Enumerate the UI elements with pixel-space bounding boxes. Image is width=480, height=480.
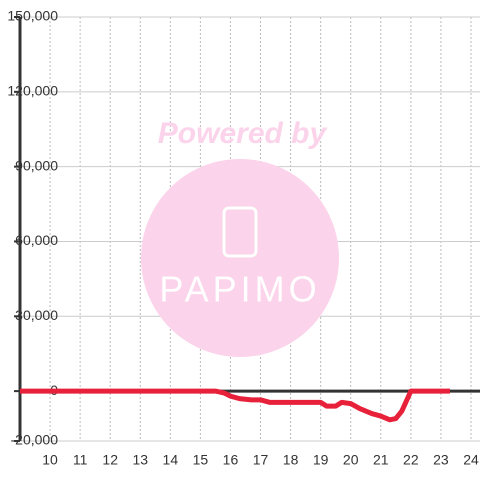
x-tick-label: 10 xyxy=(42,452,58,468)
x-tick-label: 14 xyxy=(163,452,179,468)
x-tick-label: 17 xyxy=(253,452,269,468)
y-tick-label: -20,000 xyxy=(11,432,59,448)
x-tick-label: 23 xyxy=(433,452,449,468)
x-tick-label: 15 xyxy=(193,452,209,468)
x-tick-label: 19 xyxy=(313,452,329,468)
watermark-logo: PAPIMO xyxy=(159,269,320,310)
x-tick-label: 18 xyxy=(283,452,299,468)
x-tick-label: 20 xyxy=(343,452,359,468)
y-tick-label: 30,000 xyxy=(15,307,58,323)
x-tick-label: 21 xyxy=(373,452,389,468)
x-tick-label: 22 xyxy=(403,452,419,468)
watermark-text: Powered by xyxy=(158,117,328,150)
y-tick-label: 120,000 xyxy=(7,83,58,99)
y-tick-label: 90,000 xyxy=(15,157,58,173)
x-tick-label: 11 xyxy=(73,452,88,468)
watermark: Powered by PAPIMO xyxy=(141,117,339,357)
x-tick-label: 24 xyxy=(463,452,479,468)
y-tick-label: 60,000 xyxy=(15,232,58,248)
x-tick-label: 16 xyxy=(223,452,239,468)
watermark-circle xyxy=(141,159,339,357)
y-tick-label: 150,000 xyxy=(7,8,58,24)
line xyxy=(20,388,450,423)
x-tick-label: 13 xyxy=(132,452,148,468)
x-tick-label: 12 xyxy=(102,452,118,468)
watermark-icon xyxy=(222,206,258,258)
